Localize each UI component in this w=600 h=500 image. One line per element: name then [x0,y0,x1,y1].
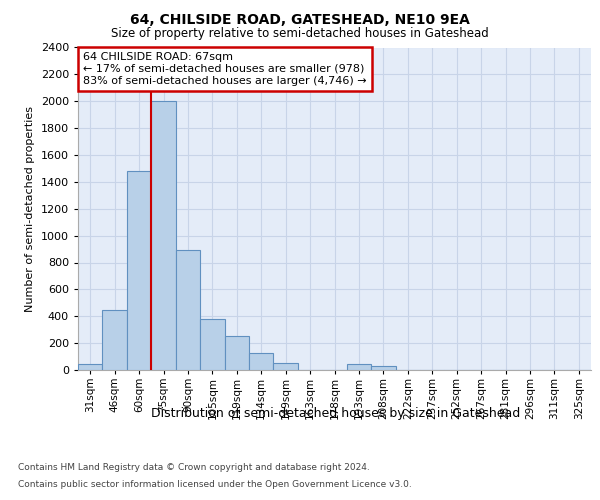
Text: Contains public sector information licensed under the Open Government Licence v3: Contains public sector information licen… [18,480,412,489]
Bar [249,352,274,370]
Bar [371,366,395,370]
Bar [200,319,224,370]
Bar [103,310,127,370]
Text: 64 CHILSIDE ROAD: 67sqm
← 17% of semi-detached houses are smaller (978)
83% of s: 64 CHILSIDE ROAD: 67sqm ← 17% of semi-de… [83,52,367,86]
Text: Size of property relative to semi-detached houses in Gateshead: Size of property relative to semi-detach… [111,28,489,40]
Bar [151,101,176,370]
Bar [78,364,103,370]
Bar [176,250,200,370]
Bar [347,364,371,370]
Text: 64, CHILSIDE ROAD, GATESHEAD, NE10 9EA: 64, CHILSIDE ROAD, GATESHEAD, NE10 9EA [130,12,470,26]
Bar [274,364,298,370]
Bar [127,171,151,370]
Bar [224,336,249,370]
Y-axis label: Number of semi-detached properties: Number of semi-detached properties [25,106,35,312]
Text: Contains HM Land Registry data © Crown copyright and database right 2024.: Contains HM Land Registry data © Crown c… [18,462,370,471]
Text: Distribution of semi-detached houses by size in Gateshead: Distribution of semi-detached houses by … [151,408,521,420]
